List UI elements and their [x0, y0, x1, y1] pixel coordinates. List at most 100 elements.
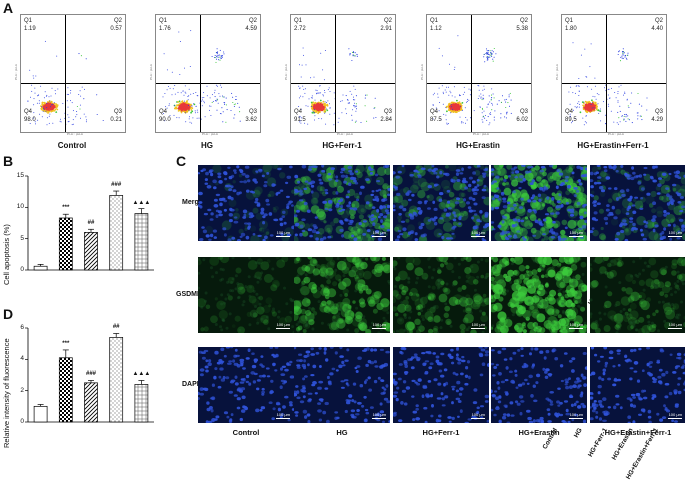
- significance-mark: ##: [81, 220, 101, 226]
- micrograph: 100 μm: [294, 347, 390, 423]
- micrograph: 100 μm: [590, 165, 685, 241]
- column-label: HG+Ferr-1: [393, 428, 489, 437]
- q4-value: 90.0: [159, 117, 171, 124]
- scale-bar-line: [668, 328, 682, 329]
- axis-label: PI-A :: pH-A: [149, 64, 153, 80]
- y-tick-label: 15: [12, 172, 24, 179]
- scale-bar-line: [471, 236, 485, 237]
- quadrant-label-q1: Q1: [294, 18, 302, 25]
- bar: [34, 406, 47, 422]
- q2-value: 2.91: [380, 26, 392, 33]
- q2-value: 0.57: [110, 26, 122, 33]
- significance-mark: ##: [106, 324, 126, 330]
- y-tick-label: 2: [12, 387, 24, 394]
- q1-value: 1.76: [159, 26, 171, 33]
- scale-bar: 100 μm: [569, 412, 583, 419]
- quadrant-label-q2: Q2: [249, 18, 257, 25]
- micrograph: 100 μm: [590, 257, 685, 333]
- axis-label: PI-A :: pH-A: [473, 132, 489, 136]
- axis-label: PI-A :: pH-A: [420, 64, 424, 80]
- scale-bar-line: [276, 418, 290, 419]
- flow-panel-title: HG: [154, 141, 260, 150]
- q1-value: 1.19: [24, 26, 36, 33]
- quadrant-label-q3: Q3: [249, 109, 257, 116]
- quadrant-label-q3: Q3: [520, 109, 528, 116]
- quadrant-divider-horizontal: [156, 83, 260, 84]
- q3-value: 3.62: [245, 117, 257, 124]
- quadrant-label-q4: Q4: [24, 109, 32, 116]
- y-tick-label: 5: [12, 235, 24, 242]
- micrograph: 100 μm: [491, 347, 587, 423]
- scale-bar: 100 μm: [276, 322, 290, 329]
- q2-value: 5.38: [516, 26, 528, 33]
- flow-panel-title: HG+Erastin+Ferr-1: [560, 141, 666, 150]
- scale-bar: 100 μm: [471, 412, 485, 419]
- quadrant-label-q2: Q2: [384, 18, 392, 25]
- q3-value: 2.84: [380, 117, 392, 124]
- y-tick-label: 0: [12, 266, 24, 273]
- y-axis-label: Cell apoptosis (%): [2, 224, 11, 285]
- micrograph: 100 μm: [393, 347, 489, 423]
- y-tick-label: 0: [12, 418, 24, 425]
- axis-label: PI-A :: pH-A: [337, 132, 353, 136]
- scale-bar-line: [569, 418, 583, 419]
- q1-value: 1.12: [430, 26, 442, 33]
- scale-bar: 100 μm: [668, 230, 682, 237]
- quadrant-divider-vertical: [65, 15, 66, 132]
- scale-bar-line: [276, 328, 290, 329]
- quadrant-divider-vertical: [606, 15, 607, 132]
- scale-bar: 100 μm: [471, 230, 485, 237]
- panel-label-a: A: [3, 0, 13, 16]
- quadrant-label-q3: Q3: [655, 109, 663, 116]
- significance-mark: ▲▲▲: [131, 371, 151, 377]
- bar: [34, 266, 47, 270]
- q1-value: 2.72: [294, 26, 306, 33]
- quadrant-divider-horizontal: [291, 83, 395, 84]
- q4-value: 98.0: [24, 117, 36, 124]
- scale-bar: 100 μm: [372, 230, 386, 237]
- scale-bar: 100 μm: [276, 412, 290, 419]
- micrograph: 100 μm: [198, 257, 294, 333]
- micrograph: 100 μm: [393, 165, 489, 241]
- quadrant-label-q2: Q2: [114, 18, 122, 25]
- y-tick-label: 6: [12, 324, 24, 331]
- micrograph: 100 μm: [198, 347, 294, 423]
- q2-value: 4.40: [651, 26, 663, 33]
- significance-mark: ###: [106, 182, 126, 188]
- quadrant-label-q3: Q3: [114, 109, 122, 116]
- scale-bar-line: [668, 418, 682, 419]
- axis-label: PI-A :: pH-A: [14, 64, 18, 80]
- bar: [59, 358, 72, 422]
- bar: [85, 383, 98, 422]
- micrograph: 100 μm: [491, 165, 587, 241]
- quadrant-divider-horizontal: [21, 83, 125, 84]
- scale-bar-line: [276, 236, 290, 237]
- q3-value: 6.02: [516, 117, 528, 124]
- panel-label-c: C: [176, 153, 186, 169]
- micrograph: 100 μm: [590, 347, 685, 423]
- axis-label: PI-A :: pH-A: [555, 64, 559, 80]
- axis-label: PI-A :: pH-A: [67, 132, 83, 136]
- scale-bar-line: [471, 418, 485, 419]
- axis-label: PI-A :: pH-A: [284, 64, 288, 80]
- micrograph: 100 μm: [294, 257, 390, 333]
- quadrant-divider-horizontal: [562, 83, 666, 84]
- scale-bar-line: [569, 236, 583, 237]
- bar: [135, 384, 148, 422]
- scale-bar-line: [372, 418, 386, 419]
- bar: [135, 214, 148, 270]
- y-axis-label: Relative intensity of fluorescence: [2, 338, 11, 448]
- flow-panel-title: Control: [19, 141, 125, 150]
- micrograph: 100 μm: [393, 257, 489, 333]
- quadrant-label-q2: Q2: [655, 18, 663, 25]
- scale-bar: 100 μm: [471, 322, 485, 329]
- q2-value: 4.59: [245, 26, 257, 33]
- micrograph: 100 μm: [294, 165, 390, 241]
- axis-label: PI-A :: pH-A: [202, 132, 218, 136]
- quadrant-label-q2: Q2: [520, 18, 528, 25]
- quadrant-divider-vertical: [335, 15, 336, 132]
